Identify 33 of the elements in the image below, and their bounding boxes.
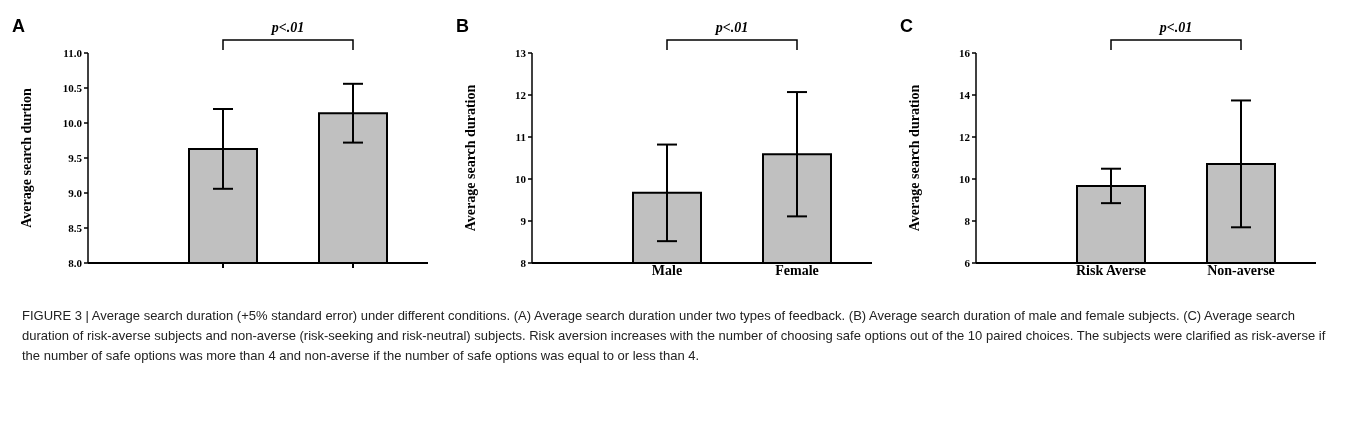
y-tick-label: 8.0	[68, 256, 83, 269]
chart-title: C	[900, 16, 913, 37]
y-tick-label: 12	[515, 88, 527, 101]
y-tick-label: 11.0	[63, 46, 83, 59]
y-tick-label: 12	[959, 130, 971, 143]
y-tick-label: 10.5	[62, 81, 83, 94]
y-tick-label: 10.0	[62, 116, 83, 129]
y-tick-label: 9	[520, 214, 527, 227]
y-tick-label: 8	[964, 214, 971, 227]
y-tick-label: 10	[959, 172, 971, 185]
x-tick-label: Male	[651, 262, 683, 278]
y-tick-label: 8	[520, 256, 527, 269]
y-tick-label: 14	[959, 88, 971, 101]
x-tick-label: Female	[775, 262, 819, 278]
y-axis-title: Average search duration	[462, 84, 478, 232]
y-tick-label: 11	[515, 130, 526, 143]
y-tick-label: 8.5	[68, 221, 83, 234]
text: p<.01	[270, 20, 306, 36]
y-tick-label: 10	[515, 172, 527, 185]
y-tick-label: 6	[964, 256, 971, 269]
x-tick-label: Non-averse	[1207, 262, 1275, 278]
x-tick-label: Risk Averse	[1075, 262, 1147, 278]
y-tick-label: 9.5	[68, 151, 83, 164]
y-axis-title: Average search duration	[906, 84, 922, 232]
chart-title: A	[12, 16, 25, 37]
text: p<.01	[1158, 20, 1194, 36]
chart-title: B	[456, 16, 469, 37]
y-tick-label: 16	[959, 46, 971, 59]
caption: FIGURE 3 | Average search duration (+5% standard error) under different conditions. (A) Average search duration under two types of feedback. (B) Average search duration of male and female subjects. (C) Average search duration of risk-averse subjects and non-averse (risk-seeking and risk-neutral) subjects. Risk aversion increases with the number of choosing safe options out of the 10 paired choices. The subjects were clarified as risk-averse if the number of safe options was more than 4 and non-averse if the number of safe options was equal to or less than 4.	[21, 307, 1327, 365]
text: p<.01	[714, 20, 750, 36]
y-axis-title: Average search durtion	[18, 88, 34, 228]
y-tick-label: 13	[515, 46, 527, 59]
y-tick-label: 9.0	[68, 186, 83, 199]
